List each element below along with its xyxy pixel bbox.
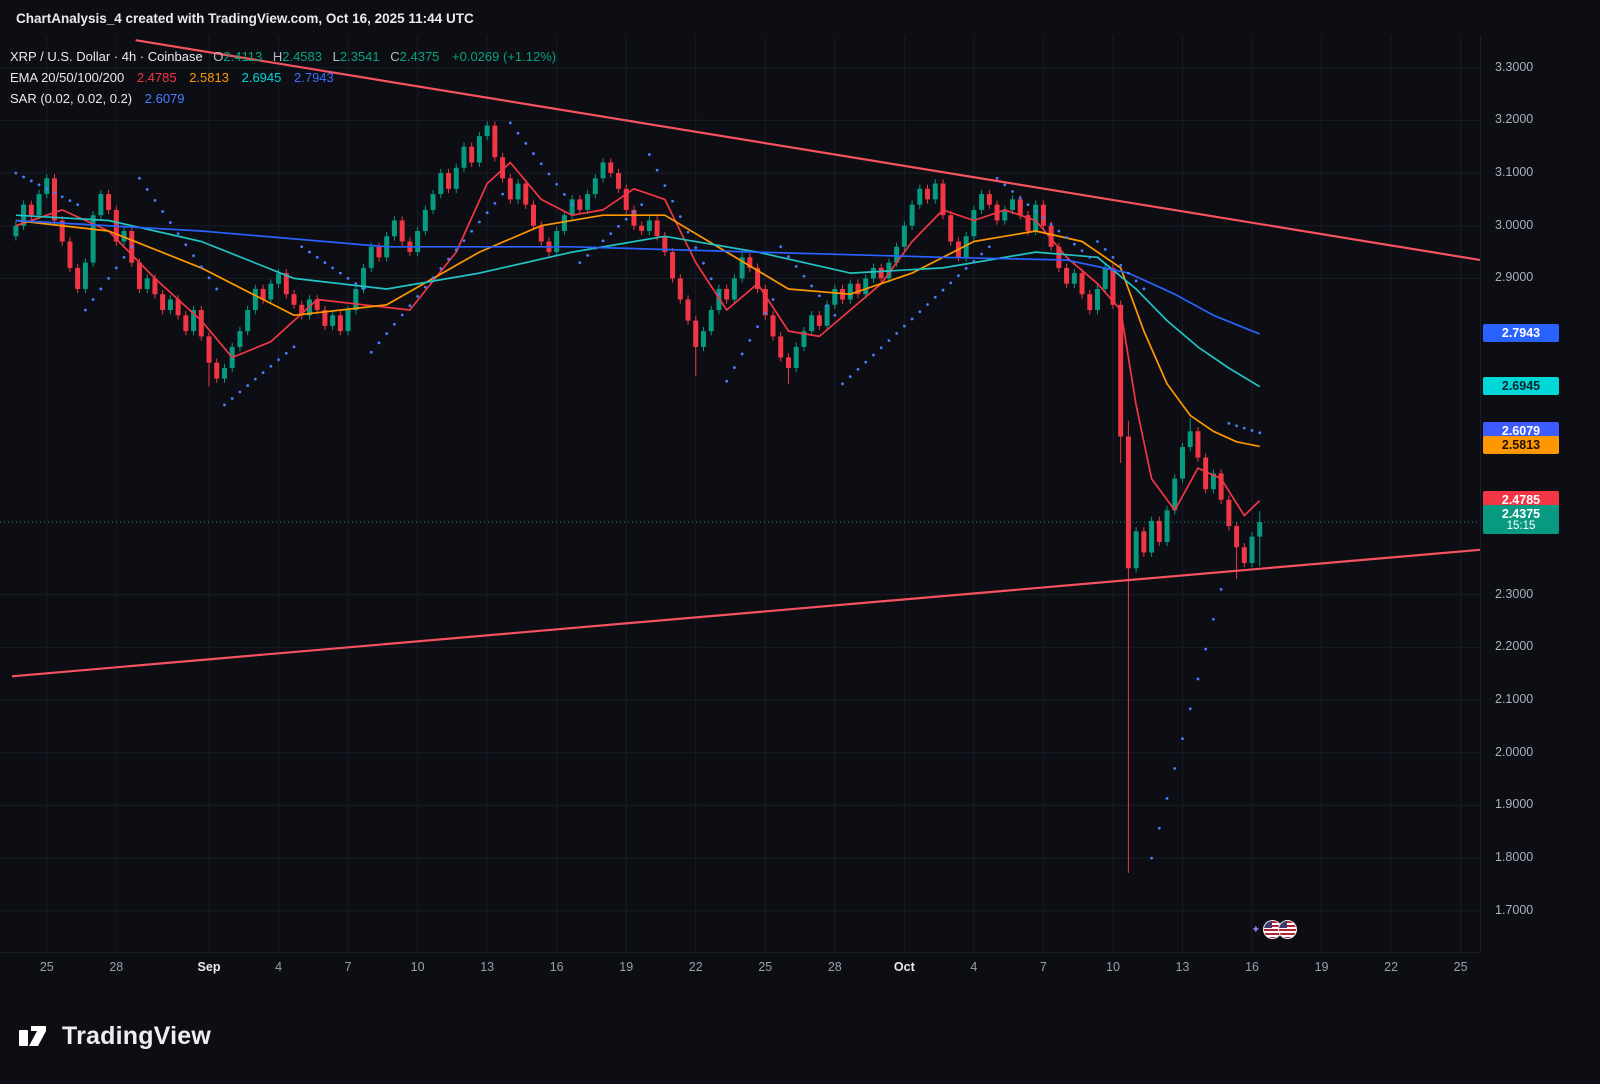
indicator-legend: XRP / U.S. Dollar · 4h · Coinbase O2.411… [10, 46, 556, 109]
time-axis[interactable]: 25 28 Sep 4 7 10 13 16 19 22 25 28 Oct 4 7 10 13 16 19 22 25 [0, 952, 1480, 987]
price-tick-label: 2.1000 [1495, 692, 1534, 707]
footer-bar: TradingView [0, 988, 1600, 1084]
us-flag-icon [1278, 919, 1298, 939]
sar-dots-layer [14, 121, 1262, 860]
price-tick-label: 2.2000 [1495, 639, 1534, 654]
us-flag-event-marker[interactable]: ✦ [1251, 919, 1298, 939]
candles-layer [13, 121, 1263, 873]
time-tick-day: 13 [1175, 960, 1190, 974]
chart-title-bar: ChartAnalysis_4 created with TradingView… [0, 0, 1600, 36]
time-tick-day: 13 [480, 960, 495, 974]
price-badge-sar[interactable]: 2.6079 [1483, 422, 1559, 441]
time-tick-month: Sep [197, 960, 221, 974]
sparkle-icon: ✦ [1251, 923, 1261, 936]
ema-100-line [15, 214, 1261, 388]
price-axis[interactable]: 3.3000 3.2000 3.1000 3.0000 2.9000 2.3000 2.20… [1480, 36, 1600, 952]
time-tick-day: 16 [549, 960, 564, 974]
symbol-legend-row[interactable]: XRP / U.S. Dollar · 4h · Coinbase O2.411… [10, 46, 556, 67]
time-tick-day: 7 [1039, 960, 1047, 974]
price-tick-label: 3.0000 [1495, 217, 1534, 232]
high-value: 2.4583 [282, 49, 322, 64]
ema-legend-row[interactable]: EMA 20/50/100/200 2.4785 2.5813 2.6945 2… [10, 67, 556, 88]
price-tick-label: 3.1000 [1495, 165, 1534, 180]
tradingview-logo-mark [19, 1026, 46, 1046]
sar-label[interactable]: SAR (0.02, 0.02, 0.2) [10, 91, 133, 106]
us-flag-icon [1263, 919, 1283, 939]
support-trendline[interactable] [11, 548, 1480, 678]
time-tick-day: 16 [1245, 960, 1259, 974]
time-tick-day: 25 [1453, 960, 1468, 974]
low-value: 2.3541 [339, 49, 380, 64]
low-label: L [332, 49, 340, 64]
time-tick-day: 4 [970, 960, 978, 974]
time-tick-day: 19 [1314, 960, 1329, 974]
price-badge-ema100[interactable]: 2.6945 [1483, 376, 1559, 395]
ema100-value: 2.6945 [241, 70, 282, 85]
price-tick-label: 2.3000 [1495, 586, 1534, 601]
time-tick-month: Oct [893, 960, 915, 974]
chart-canvas[interactable]: XRP / U.S. Dollar · 4h · Coinbase O2.411… [0, 36, 1480, 952]
plot-svg[interactable] [0, 36, 1480, 952]
price-tick-label: 1.8000 [1495, 850, 1534, 865]
price-badge-last-price[interactable]: 2.4375 15:15 [1483, 505, 1559, 535]
price-tick-label: 1.9000 [1495, 797, 1534, 812]
ema-label[interactable]: EMA 20/50/100/200 [10, 70, 125, 85]
time-tick-day: 28 [109, 960, 124, 974]
time-tick-day: 22 [688, 960, 703, 974]
open-value: 2.4113 [223, 49, 263, 64]
time-tick-day: 25 [39, 960, 54, 974]
change-value: +0.0269 (+1.12%) [452, 49, 557, 64]
price-tick-label: 2.0000 [1495, 744, 1534, 759]
ema50-value: 2.5813 [189, 70, 229, 85]
close-label: C [390, 49, 400, 64]
sar-legend-row[interactable]: SAR (0.02, 0.02, 0.2) 2.6079 [10, 88, 556, 109]
time-tick-day: 10 [410, 960, 425, 974]
countdown-timer: 15:15 [1506, 520, 1536, 533]
price-badge-ema200[interactable]: 2.7943 [1483, 324, 1559, 343]
tradingview-logo-text: TradingView [62, 1021, 212, 1050]
time-tick-day: 4 [275, 960, 283, 974]
price-tick-label: 3.3000 [1495, 59, 1534, 74]
symbol-name[interactable]: XRP / U.S. Dollar · 4h · Coinbase [10, 49, 203, 64]
time-tick-day: 10 [1106, 960, 1120, 974]
ema-20-line [15, 161, 1261, 517]
price-tick-label: 1.7000 [1495, 902, 1534, 917]
ema20-value: 2.4785 [136, 70, 177, 85]
time-tick-day: 19 [619, 960, 634, 974]
close-value: 2.4375 [399, 49, 440, 64]
price-badge-ema20[interactable]: 2.4785 [1483, 490, 1559, 509]
tradingview-logo[interactable]: TradingView [18, 1022, 211, 1051]
open-label: O [213, 49, 224, 64]
time-tick-day: 25 [758, 960, 773, 974]
ema-200-line [15, 219, 1261, 335]
grid-lines [0, 36, 1480, 952]
sar-value: 2.6079 [144, 91, 185, 106]
price-tick-label: 2.9000 [1495, 270, 1534, 285]
chart-title: ChartAnalysis_4 created with TradingView… [16, 10, 474, 26]
ema-50-line [15, 214, 1260, 448]
high-label: H [272, 49, 283, 64]
time-tick-day: 7 [344, 960, 352, 974]
resistance-trendline[interactable] [135, 39, 1480, 262]
price-badge-ema50[interactable]: 2.5813 [1483, 436, 1559, 455]
ema200-value: 2.7943 [294, 70, 334, 85]
time-tick-day: 22 [1384, 960, 1399, 974]
time-tick-day: 28 [827, 960, 842, 974]
price-tick-label: 3.2000 [1495, 112, 1534, 127]
